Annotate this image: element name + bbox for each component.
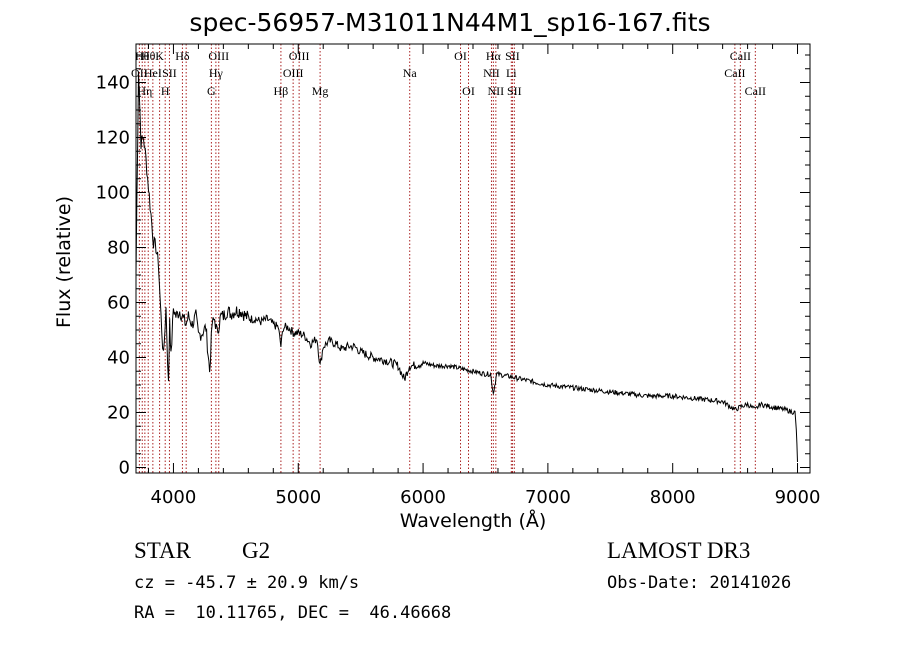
line-label-17: Na [403,66,418,80]
line-label-14: OIII [283,66,304,80]
object-class: STAR [134,538,191,563]
line-label-28: CaII [745,84,766,98]
x-tick-label: 9000 [775,487,821,508]
x-tick-label: 7000 [525,487,571,508]
y-axis-label: Flux (relative) [53,195,75,329]
spectral-line-labels: OII Hθ Hη Hθ HeI K H SII Hδ G Hγ OIII Hβ OIII OIII Mg Na… [131,49,766,98]
y-tick-label: 40 [107,348,130,369]
redshift-cz: cz = -45.7 ± 20.9 km/s [134,573,360,593]
y-tick-label: 140 [96,73,130,94]
plot-frame [135,43,811,474]
line-label-22: NII [488,84,505,98]
object-subclass: G2 [242,538,271,563]
spectrum-line [135,72,798,463]
y-tick-label: 120 [96,128,130,149]
line-label-19: OI [462,84,475,98]
line-label-16: Mg [312,84,329,98]
spectral-line-markers [138,44,756,473]
line-label-11: Hγ [209,66,224,80]
x-tick-label: 4000 [151,487,197,508]
line-label-4: HeI [144,66,162,80]
line-label-5: K [155,49,164,63]
x-tick-label: 6000 [400,487,446,508]
line-label-8: Hδ [175,49,190,63]
line-label-23: Li [506,66,517,80]
line-label-7: SII [162,66,177,80]
line-label-15: OIII [289,49,310,63]
x-axis: 4000 5000 6000 7000 8000 9000 [147,44,821,508]
line-label-25: SII [507,84,522,98]
line-label-13: Hβ [274,84,289,98]
line-label-24: SII [505,49,520,63]
survey-name: LAMOST DR3 [607,538,751,563]
line-label-2: Hη [137,84,152,98]
obs-date: Obs-Date: 20141026 [607,573,792,593]
ra-dec: RA = 10.11765, DEC = 46.46668 [134,603,452,623]
x-tick-label: 8000 [650,487,696,508]
y-tick-label: 80 [107,238,130,259]
y-tick-label: 0 [119,458,130,479]
y-axis: 0 20 40 60 80 100 120 140 [96,54,810,479]
line-label-26: CaII [724,66,745,80]
line-label-18: OI [454,49,467,63]
chart-title: spec-56957-M31011N44M1_sp16-167.fits [189,8,711,37]
y-tick-label: 100 [96,183,130,204]
line-label-1: Hθ [135,49,150,63]
y-tick-label: 20 [107,403,130,424]
line-label-6: H [161,84,170,98]
line-label-0: OII [131,66,148,80]
line-label-21: Hα [486,49,502,63]
x-axis-label: Wavelength (Å) [399,510,547,532]
line-label-3: Hθ [141,49,156,63]
line-label-12: OIII [208,49,229,63]
x-tick-label: 5000 [275,487,321,508]
line-label-20: NII [483,66,500,80]
line-label-27: CaII [730,49,751,63]
y-tick-label: 60 [107,293,130,314]
line-label-10: G [207,84,216,98]
